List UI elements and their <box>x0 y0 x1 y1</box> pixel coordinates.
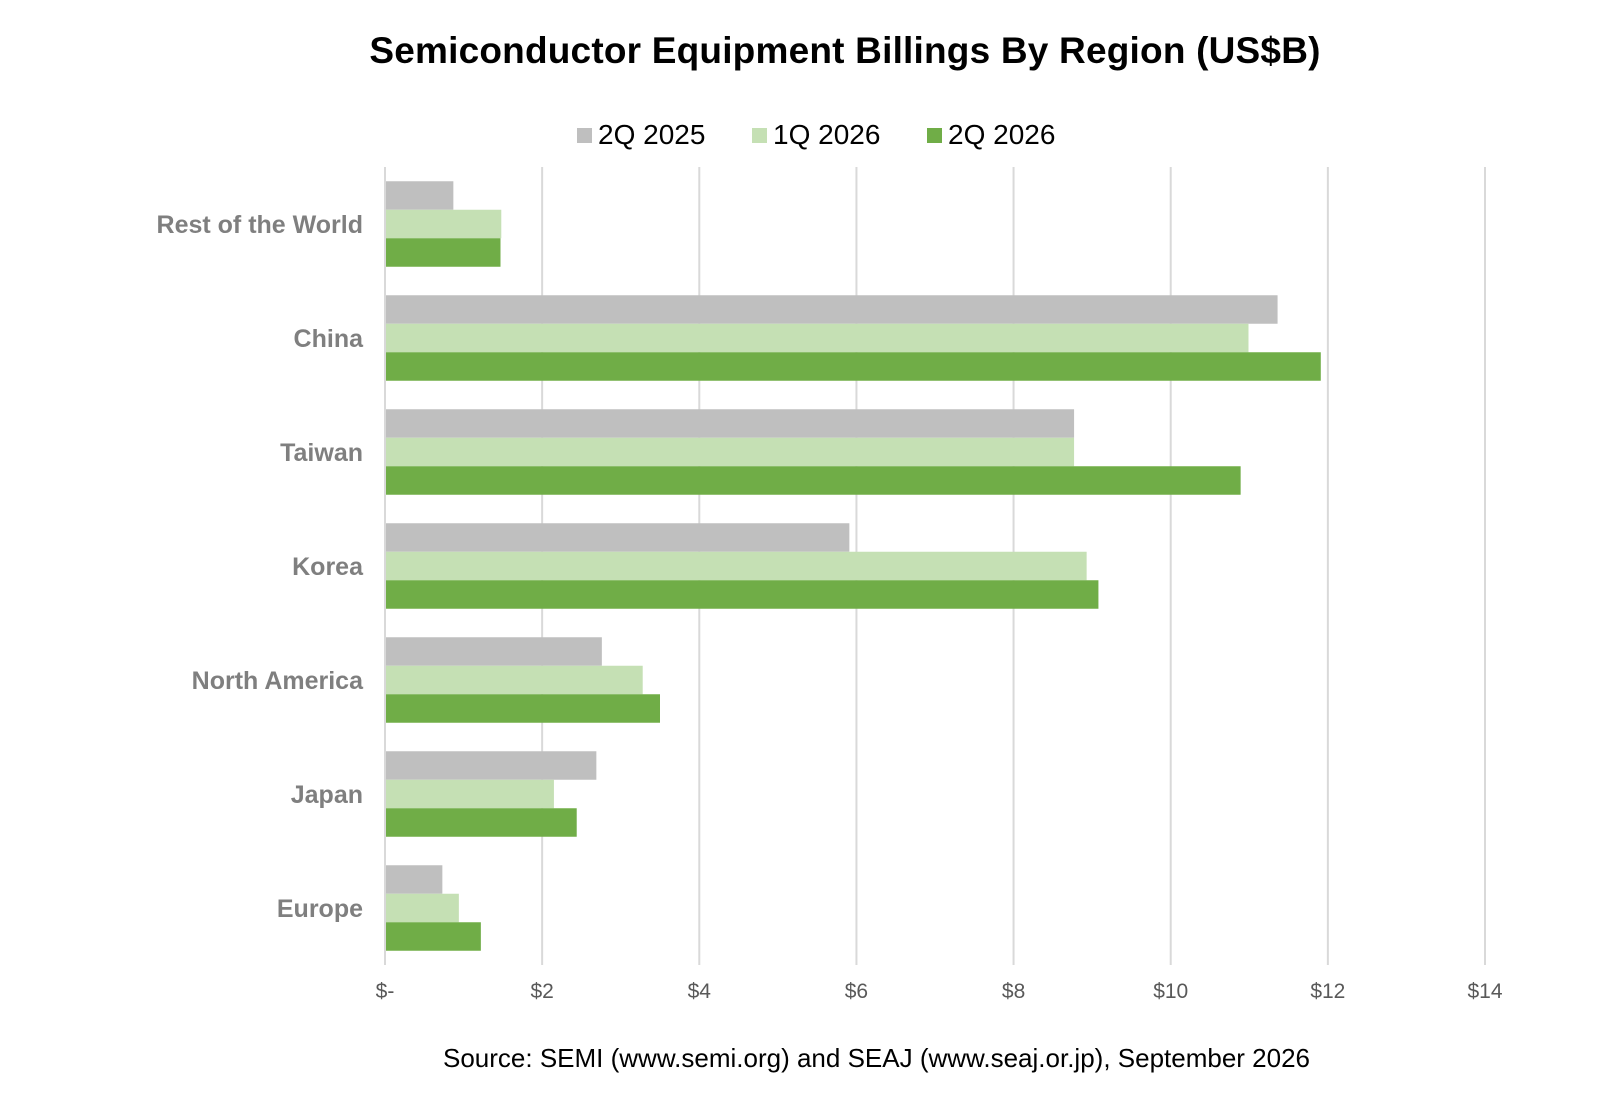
bar-2-4 <box>385 551 1087 581</box>
bar-1-2 <box>385 295 1278 324</box>
x-tick-label-5: $8 <box>1002 980 1025 1003</box>
legend-label-series-2: 1Q 2026 <box>773 119 881 150</box>
x-tick-label-8: $14 <box>1467 980 1502 1003</box>
x-tick-label-2: $2 <box>530 980 553 1003</box>
legend-swatch-series-1 <box>577 127 592 143</box>
bar-2-2 <box>385 323 1249 353</box>
chart-title: Semiconductor Equipment Billings By Regi… <box>369 30 1321 71</box>
category-label-3: Taiwan <box>280 439 363 467</box>
bar-1-6 <box>385 751 597 780</box>
bar-2-6 <box>385 779 554 809</box>
legend-swatch-series-3 <box>927 127 942 143</box>
bar-3-5 <box>385 694 660 723</box>
category-label-4: Korea <box>292 553 364 581</box>
bar-3-2 <box>385 352 1321 381</box>
bar-3-1 <box>385 238 501 267</box>
x-tick-label-6: $10 <box>1153 980 1188 1003</box>
bar-2-3 <box>385 437 1075 467</box>
legend-item-series-2: 1Q 2026 <box>752 115 880 155</box>
bar-1-4 <box>385 523 850 552</box>
legend-label-series-1: 2Q 2025 <box>598 119 706 150</box>
x-tick-label-1: $- <box>376 980 395 1003</box>
bar-1-5 <box>385 637 602 666</box>
legend: 2Q 2025 1Q 2026 2Q 2026 <box>0 115 1612 155</box>
category-label-1: Rest of the World <box>157 211 363 239</box>
bar-1-3 <box>385 409 1075 438</box>
bar-3-6 <box>385 808 577 837</box>
category-label-7: Europe <box>277 895 363 923</box>
x-tick-label-4: $6 <box>845 980 868 1003</box>
bar-1-7 <box>385 865 443 894</box>
legend-item-series-3: 2Q 2026 <box>927 115 1055 155</box>
legend-label-series-3: 2Q 2026 <box>948 119 1056 150</box>
category-label-5: North America <box>192 667 364 695</box>
bar-3-3 <box>385 466 1241 495</box>
x-tick-label-3: $4 <box>688 980 712 1003</box>
category-label-6: Japan <box>291 781 363 809</box>
bar-3-4 <box>385 580 1099 609</box>
bar-2-1 <box>385 209 502 239</box>
bar-2-5 <box>385 665 643 695</box>
bar-1-1 <box>385 181 454 210</box>
source-note: Source: SEMI (www.semi.org) and SEAJ (ww… <box>443 1043 1311 1073</box>
category-label-2: China <box>294 325 365 353</box>
bar-2-7 <box>385 893 459 923</box>
bar-3-7 <box>385 922 481 951</box>
x-tick-label-7: $12 <box>1310 980 1345 1003</box>
legend-item-series-1: 2Q 2025 <box>577 115 705 155</box>
legend-swatch-series-2 <box>752 127 767 143</box>
